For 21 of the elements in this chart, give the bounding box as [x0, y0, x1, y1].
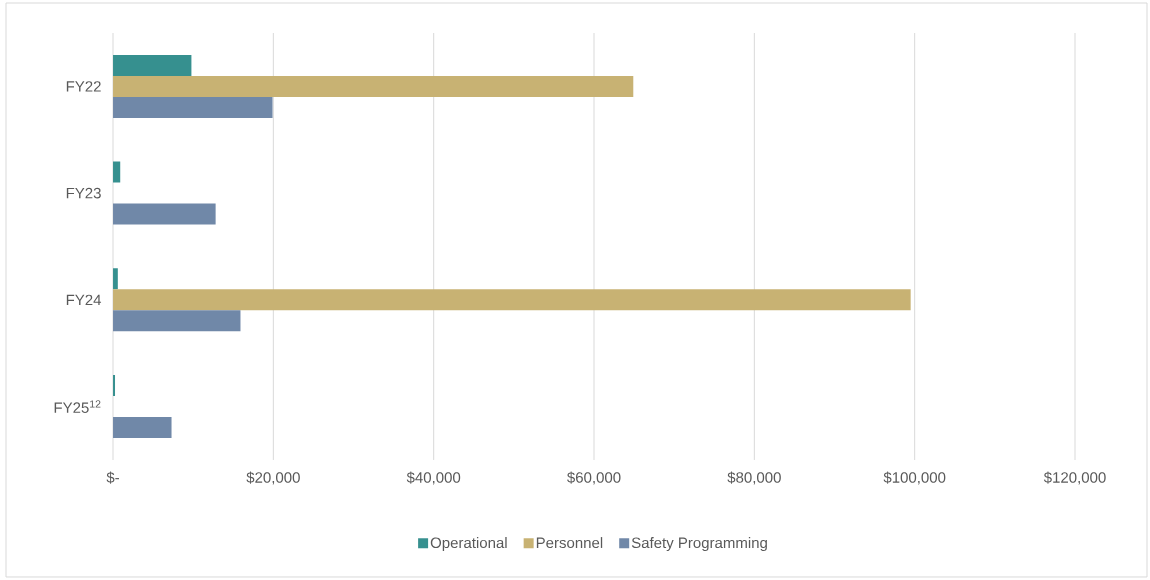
- legend-label: Personnel: [536, 537, 603, 549]
- bar: [113, 96, 273, 118]
- y-tick-label: FY22: [66, 81, 101, 92]
- legend-label: Operational: [430, 537, 507, 552]
- legend-label: Safety Programming: [631, 537, 767, 552]
- bar: [113, 289, 911, 311]
- y-tick-label: FY23: [66, 187, 101, 199]
- x-tick-label: $100,000: [883, 471, 946, 485]
- bar: [113, 54, 192, 76]
- bar: [113, 417, 172, 439]
- x-tick-label: $60,000: [567, 471, 621, 485]
- x-tick-label: $-: [106, 471, 120, 484]
- x-tick-label: $120,000: [1043, 471, 1106, 485]
- x-tick-label: $80,000: [727, 471, 781, 485]
- bar: [113, 203, 216, 225]
- y-tick-label: FY24: [66, 294, 102, 306]
- y-tick-label: FY25$^{12}$: [54, 400, 101, 413]
- bar: [113, 75, 634, 97]
- x-tick-label: $20,000: [246, 471, 300, 485]
- bar: [113, 310, 241, 332]
- x-tick-label: $40,000: [406, 471, 461, 485]
